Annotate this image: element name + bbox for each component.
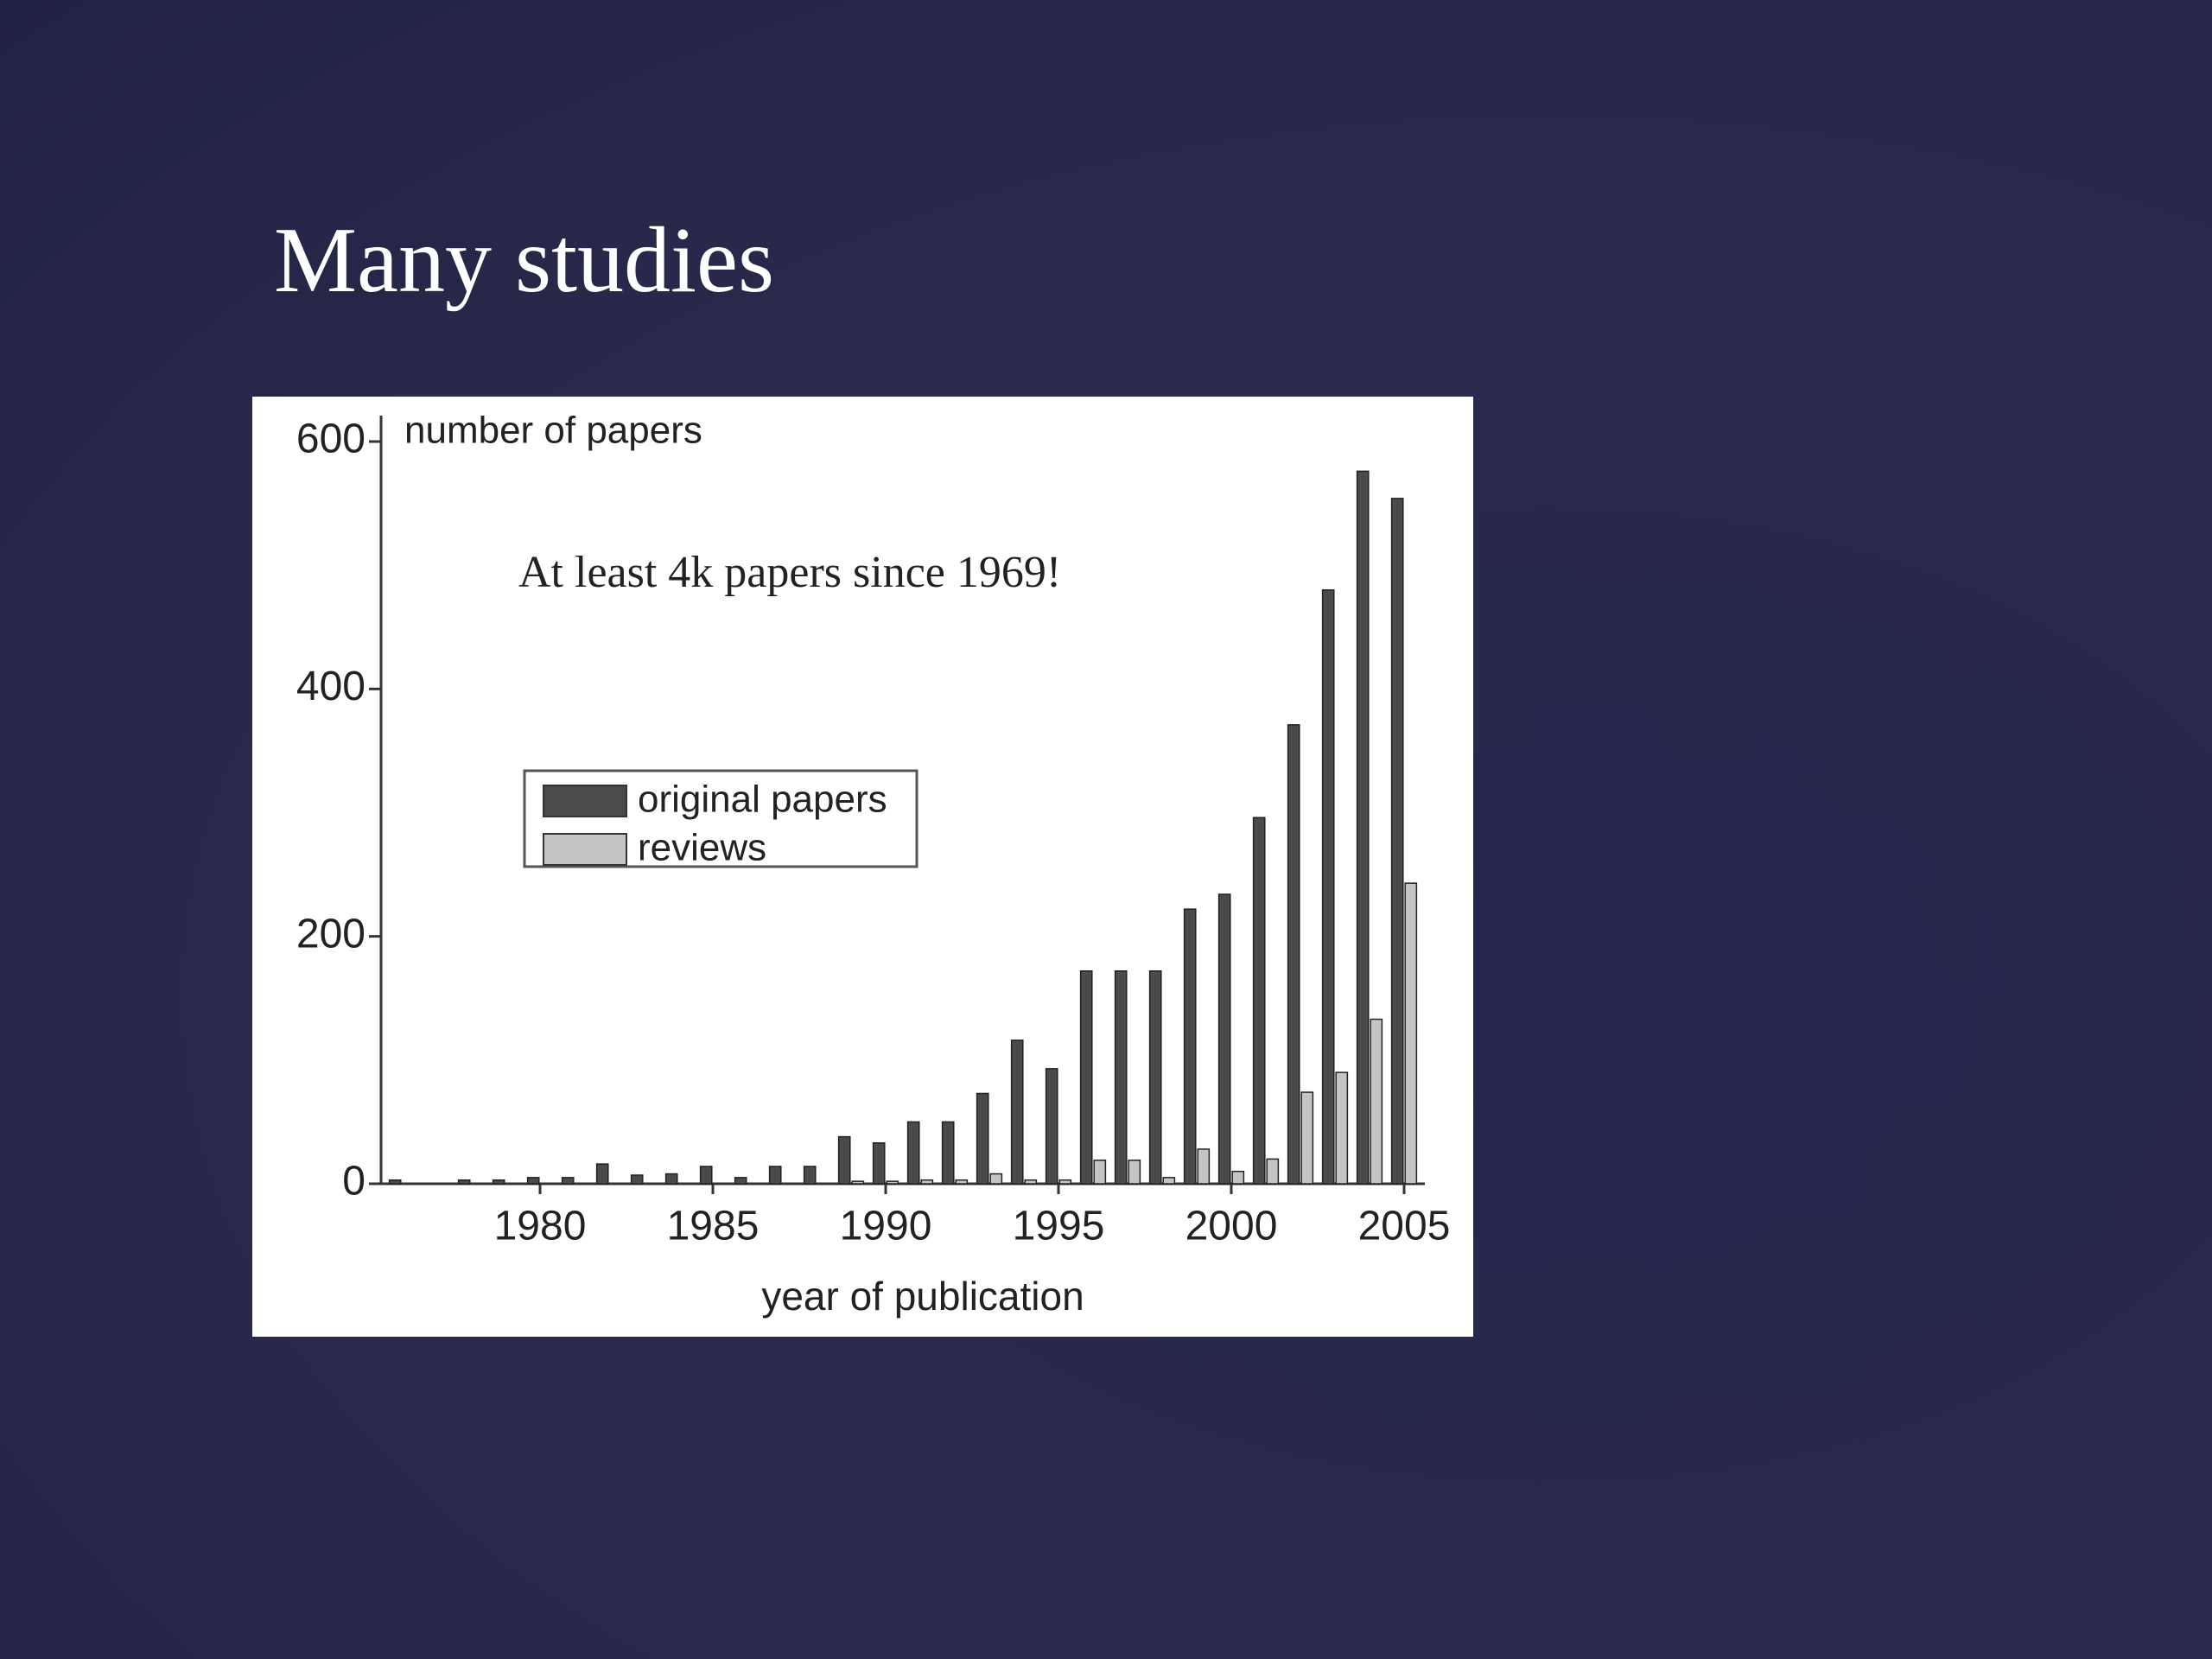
bar	[906, 1121, 920, 1185]
y-tick-label: 200	[296, 911, 365, 957]
bar	[388, 1179, 402, 1185]
legend-swatch	[543, 785, 627, 817]
slide-title: Many studies	[274, 209, 774, 312]
bar	[872, 1142, 886, 1185]
bar	[1252, 817, 1266, 1185]
bar	[886, 1180, 899, 1185]
bar	[1321, 589, 1335, 1185]
bar	[1300, 1091, 1314, 1185]
legend-label: original papers	[638, 779, 887, 821]
bar	[1045, 1068, 1058, 1185]
bar	[1093, 1160, 1107, 1185]
y-axis-label: number of papers	[404, 410, 702, 452]
bar	[955, 1179, 969, 1185]
bar	[1390, 498, 1404, 1185]
bar	[989, 1173, 1003, 1185]
x-axis-label: year of publication	[761, 1274, 1084, 1319]
x-tick-label: 1980	[494, 1204, 587, 1249]
bar	[561, 1177, 575, 1185]
bar	[1010, 1039, 1024, 1185]
bar	[1231, 1170, 1245, 1185]
bar	[803, 1166, 817, 1185]
bar	[1356, 470, 1370, 1185]
legend-label: reviews	[638, 827, 766, 869]
bar	[595, 1163, 609, 1185]
bar	[1024, 1179, 1038, 1185]
bar	[851, 1180, 865, 1185]
x-tick-label: 1995	[1013, 1204, 1105, 1249]
bar	[1217, 893, 1231, 1185]
bar	[1370, 1018, 1383, 1185]
y-tick-label: 0	[342, 1159, 365, 1205]
bar	[1197, 1148, 1211, 1185]
bar	[734, 1177, 747, 1185]
legend: original papers reviews	[523, 769, 918, 869]
bar	[492, 1179, 505, 1185]
x-tick-label: 1990	[840, 1204, 932, 1249]
bar	[1404, 882, 1418, 1185]
bar	[920, 1179, 934, 1185]
bar	[976, 1092, 989, 1185]
bar	[664, 1173, 678, 1185]
bar	[699, 1166, 713, 1185]
x-tick-label: 1985	[667, 1204, 760, 1249]
annotation: At least 4k papers since 1969!	[518, 548, 1061, 597]
bar	[1079, 970, 1093, 1185]
bar	[837, 1135, 851, 1185]
bar	[1114, 970, 1128, 1185]
bar	[1335, 1071, 1349, 1185]
bar	[526, 1177, 540, 1185]
bar	[941, 1121, 955, 1185]
x-tick-label: 2000	[1185, 1204, 1278, 1249]
bar	[1287, 724, 1300, 1185]
chart: number of papers year of publication At …	[252, 397, 1473, 1337]
x-tick-label: 2005	[1358, 1204, 1451, 1249]
bar	[1128, 1160, 1141, 1185]
bar	[1266, 1158, 1280, 1185]
bar	[1162, 1177, 1176, 1185]
bar	[630, 1174, 644, 1185]
y-tick-label: 600	[296, 416, 365, 462]
bar	[1058, 1179, 1072, 1185]
bar	[768, 1166, 782, 1185]
legend-swatch	[543, 833, 627, 866]
bar	[1148, 970, 1162, 1185]
bar	[1183, 908, 1197, 1185]
bar	[457, 1179, 471, 1185]
y-tick-label: 400	[296, 664, 365, 709]
